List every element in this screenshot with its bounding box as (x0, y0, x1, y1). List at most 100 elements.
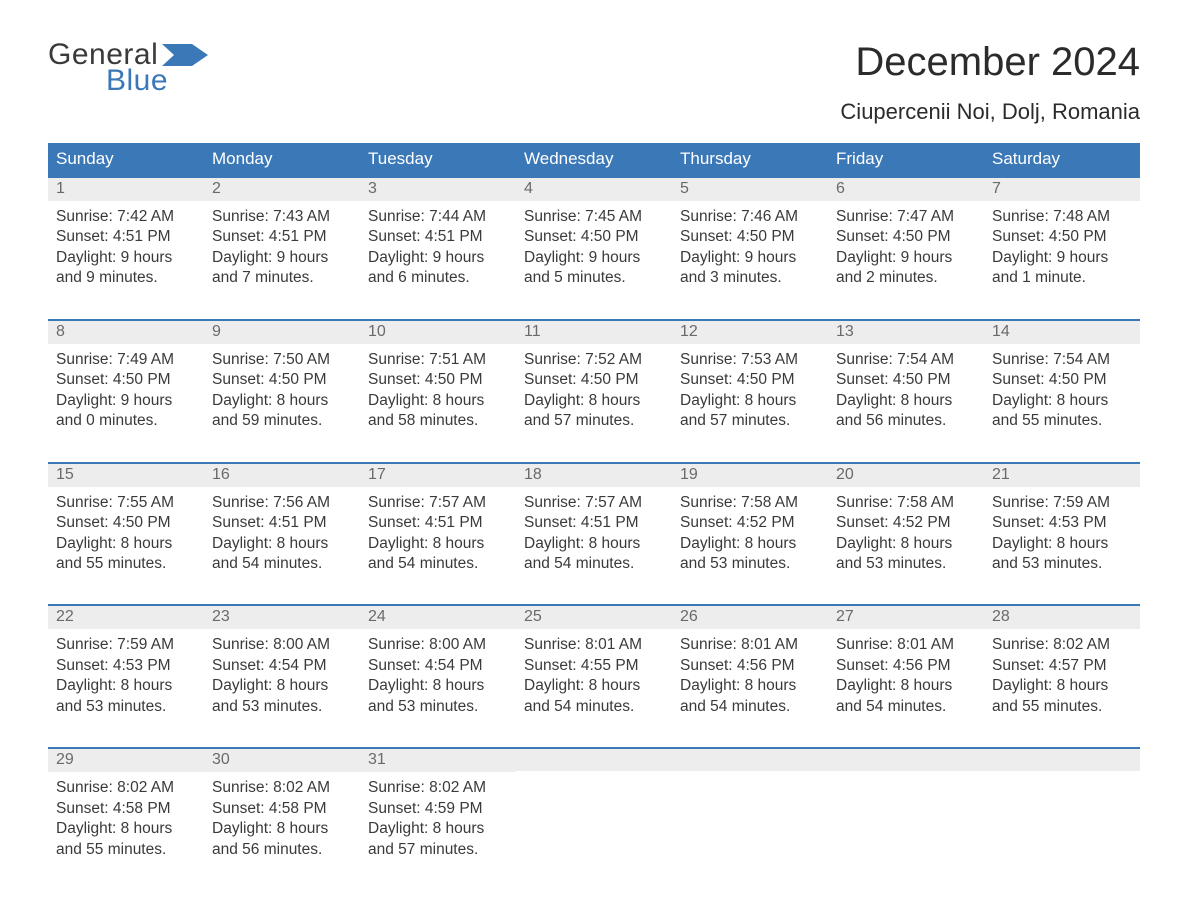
day-number: 17 (360, 464, 516, 487)
daylight-text: Daylight: 9 hours (56, 248, 196, 268)
calendar-day: 9Sunrise: 7:50 AMSunset: 4:50 PMDaylight… (204, 321, 360, 440)
daylight-text: Daylight: 8 hours (524, 391, 664, 411)
day-number: 8 (48, 321, 204, 344)
sunset-text: Sunset: 4:56 PM (836, 656, 976, 676)
sunset-text: Sunset: 4:57 PM (992, 656, 1132, 676)
sunset-text: Sunset: 4:55 PM (524, 656, 664, 676)
sunset-text: Sunset: 4:50 PM (56, 513, 196, 533)
day-number: 30 (204, 749, 360, 772)
sunset-text: Sunset: 4:58 PM (56, 799, 196, 819)
calendar-day: 21Sunrise: 7:59 AMSunset: 4:53 PMDayligh… (984, 464, 1140, 583)
sunset-text: Sunset: 4:56 PM (680, 656, 820, 676)
logo: General Blue (48, 40, 208, 96)
daylight-text: Daylight: 9 hours (836, 248, 976, 268)
sunrise-text: Sunrise: 7:59 AM (992, 493, 1132, 513)
day-number (672, 749, 828, 771)
calendar-day: 3Sunrise: 7:44 AMSunset: 4:51 PMDaylight… (360, 178, 516, 297)
daylight-text: Daylight: 8 hours (212, 391, 352, 411)
sunset-text: Sunset: 4:50 PM (836, 370, 976, 390)
daylight-text: and 54 minutes. (524, 554, 664, 574)
day-header: Monday (204, 143, 360, 176)
daylight-text: and 57 minutes. (368, 840, 508, 860)
day-header: Saturday (984, 143, 1140, 176)
daylight-text: and 54 minutes. (212, 554, 352, 574)
sunrise-text: Sunrise: 7:47 AM (836, 207, 976, 227)
day-number (828, 749, 984, 771)
day-number: 25 (516, 606, 672, 629)
day-body: Sunrise: 8:00 AMSunset: 4:54 PMDaylight:… (360, 629, 516, 725)
calendar-day: 14Sunrise: 7:54 AMSunset: 4:50 PMDayligh… (984, 321, 1140, 440)
day-number: 13 (828, 321, 984, 344)
sunset-text: Sunset: 4:50 PM (836, 227, 976, 247)
day-body: Sunrise: 7:44 AMSunset: 4:51 PMDaylight:… (360, 201, 516, 297)
daylight-text: Daylight: 8 hours (836, 391, 976, 411)
day-body: Sunrise: 7:54 AMSunset: 4:50 PMDaylight:… (828, 344, 984, 440)
calendar-day: 25Sunrise: 8:01 AMSunset: 4:55 PMDayligh… (516, 606, 672, 725)
daylight-text: and 53 minutes. (368, 697, 508, 717)
calendar-day: 30Sunrise: 8:02 AMSunset: 4:58 PMDayligh… (204, 749, 360, 868)
day-header: Sunday (48, 143, 204, 176)
daylight-text: and 55 minutes. (56, 554, 196, 574)
daylight-text: Daylight: 9 hours (368, 248, 508, 268)
sunset-text: Sunset: 4:51 PM (368, 513, 508, 533)
daylight-text: and 57 minutes. (680, 411, 820, 431)
calendar-day: 23Sunrise: 8:00 AMSunset: 4:54 PMDayligh… (204, 606, 360, 725)
day-number: 3 (360, 178, 516, 201)
day-number: 1 (48, 178, 204, 201)
sunset-text: Sunset: 4:54 PM (212, 656, 352, 676)
calendar-day (672, 749, 828, 868)
day-number: 12 (672, 321, 828, 344)
sunrise-text: Sunrise: 7:43 AM (212, 207, 352, 227)
daylight-text: and 1 minute. (992, 268, 1132, 288)
sunset-text: Sunset: 4:51 PM (212, 513, 352, 533)
day-number: 6 (828, 178, 984, 201)
calendar-week: 1Sunrise: 7:42 AMSunset: 4:51 PMDaylight… (48, 176, 1140, 297)
daylight-text: and 53 minutes. (212, 697, 352, 717)
day-number: 7 (984, 178, 1140, 201)
calendar-day (516, 749, 672, 868)
calendar-week: 22Sunrise: 7:59 AMSunset: 4:53 PMDayligh… (48, 604, 1140, 725)
calendar-day: 31Sunrise: 8:02 AMSunset: 4:59 PMDayligh… (360, 749, 516, 868)
day-body: Sunrise: 7:42 AMSunset: 4:51 PMDaylight:… (48, 201, 204, 297)
day-body: Sunrise: 8:02 AMSunset: 4:59 PMDaylight:… (360, 772, 516, 868)
daylight-text: Daylight: 8 hours (524, 534, 664, 554)
day-header: Tuesday (360, 143, 516, 176)
day-number: 15 (48, 464, 204, 487)
day-number: 18 (516, 464, 672, 487)
sunrise-text: Sunrise: 7:46 AM (680, 207, 820, 227)
daylight-text: and 53 minutes. (56, 697, 196, 717)
calendar-week: 15Sunrise: 7:55 AMSunset: 4:50 PMDayligh… (48, 462, 1140, 583)
daylight-text: and 3 minutes. (680, 268, 820, 288)
logo-text-bottom: Blue (106, 66, 208, 96)
day-body: Sunrise: 7:46 AMSunset: 4:50 PMDaylight:… (672, 201, 828, 297)
day-body: Sunrise: 8:02 AMSunset: 4:57 PMDaylight:… (984, 629, 1140, 725)
calendar-day: 29Sunrise: 8:02 AMSunset: 4:58 PMDayligh… (48, 749, 204, 868)
day-body: Sunrise: 7:56 AMSunset: 4:51 PMDaylight:… (204, 487, 360, 583)
month-title: December 2024 (840, 40, 1140, 85)
daylight-text: and 53 minutes. (992, 554, 1132, 574)
sunrise-text: Sunrise: 7:50 AM (212, 350, 352, 370)
calendar-day: 20Sunrise: 7:58 AMSunset: 4:52 PMDayligh… (828, 464, 984, 583)
daylight-text: and 58 minutes. (368, 411, 508, 431)
calendar-day: 6 Sunrise: 7:47 AMSunset: 4:50 PMDaylight… (828, 178, 984, 297)
day-body: Sunrise: 7:59 AMSunset: 4:53 PMDaylight:… (984, 487, 1140, 583)
sunrise-text: Sunrise: 7:49 AM (56, 350, 196, 370)
daylight-text: Daylight: 9 hours (992, 248, 1132, 268)
sunset-text: Sunset: 4:52 PM (836, 513, 976, 533)
day-body: Sunrise: 7:49 AMSunset: 4:50 PMDaylight:… (48, 344, 204, 440)
day-body: Sunrise: 7:55 AMSunset: 4:50 PMDaylight:… (48, 487, 204, 583)
sunrise-text: Sunrise: 7:57 AM (368, 493, 508, 513)
daylight-text: Daylight: 8 hours (368, 819, 508, 839)
daylight-text: Daylight: 9 hours (524, 248, 664, 268)
daylight-text: Daylight: 8 hours (680, 676, 820, 696)
calendar-day: 2Sunrise: 7:43 AMSunset: 4:51 PMDaylight… (204, 178, 360, 297)
daylight-text: Daylight: 8 hours (836, 534, 976, 554)
sunrise-text: Sunrise: 8:00 AM (368, 635, 508, 655)
calendar-day: 19Sunrise: 7:58 AMSunset: 4:52 PMDayligh… (672, 464, 828, 583)
sunset-text: Sunset: 4:50 PM (368, 370, 508, 390)
sunrise-text: Sunrise: 8:02 AM (368, 778, 508, 798)
day-number: 5 (672, 178, 828, 201)
sunrise-text: Sunrise: 8:00 AM (212, 635, 352, 655)
day-body: Sunrise: 8:00 AMSunset: 4:54 PMDaylight:… (204, 629, 360, 725)
sunset-text: Sunset: 4:58 PM (212, 799, 352, 819)
